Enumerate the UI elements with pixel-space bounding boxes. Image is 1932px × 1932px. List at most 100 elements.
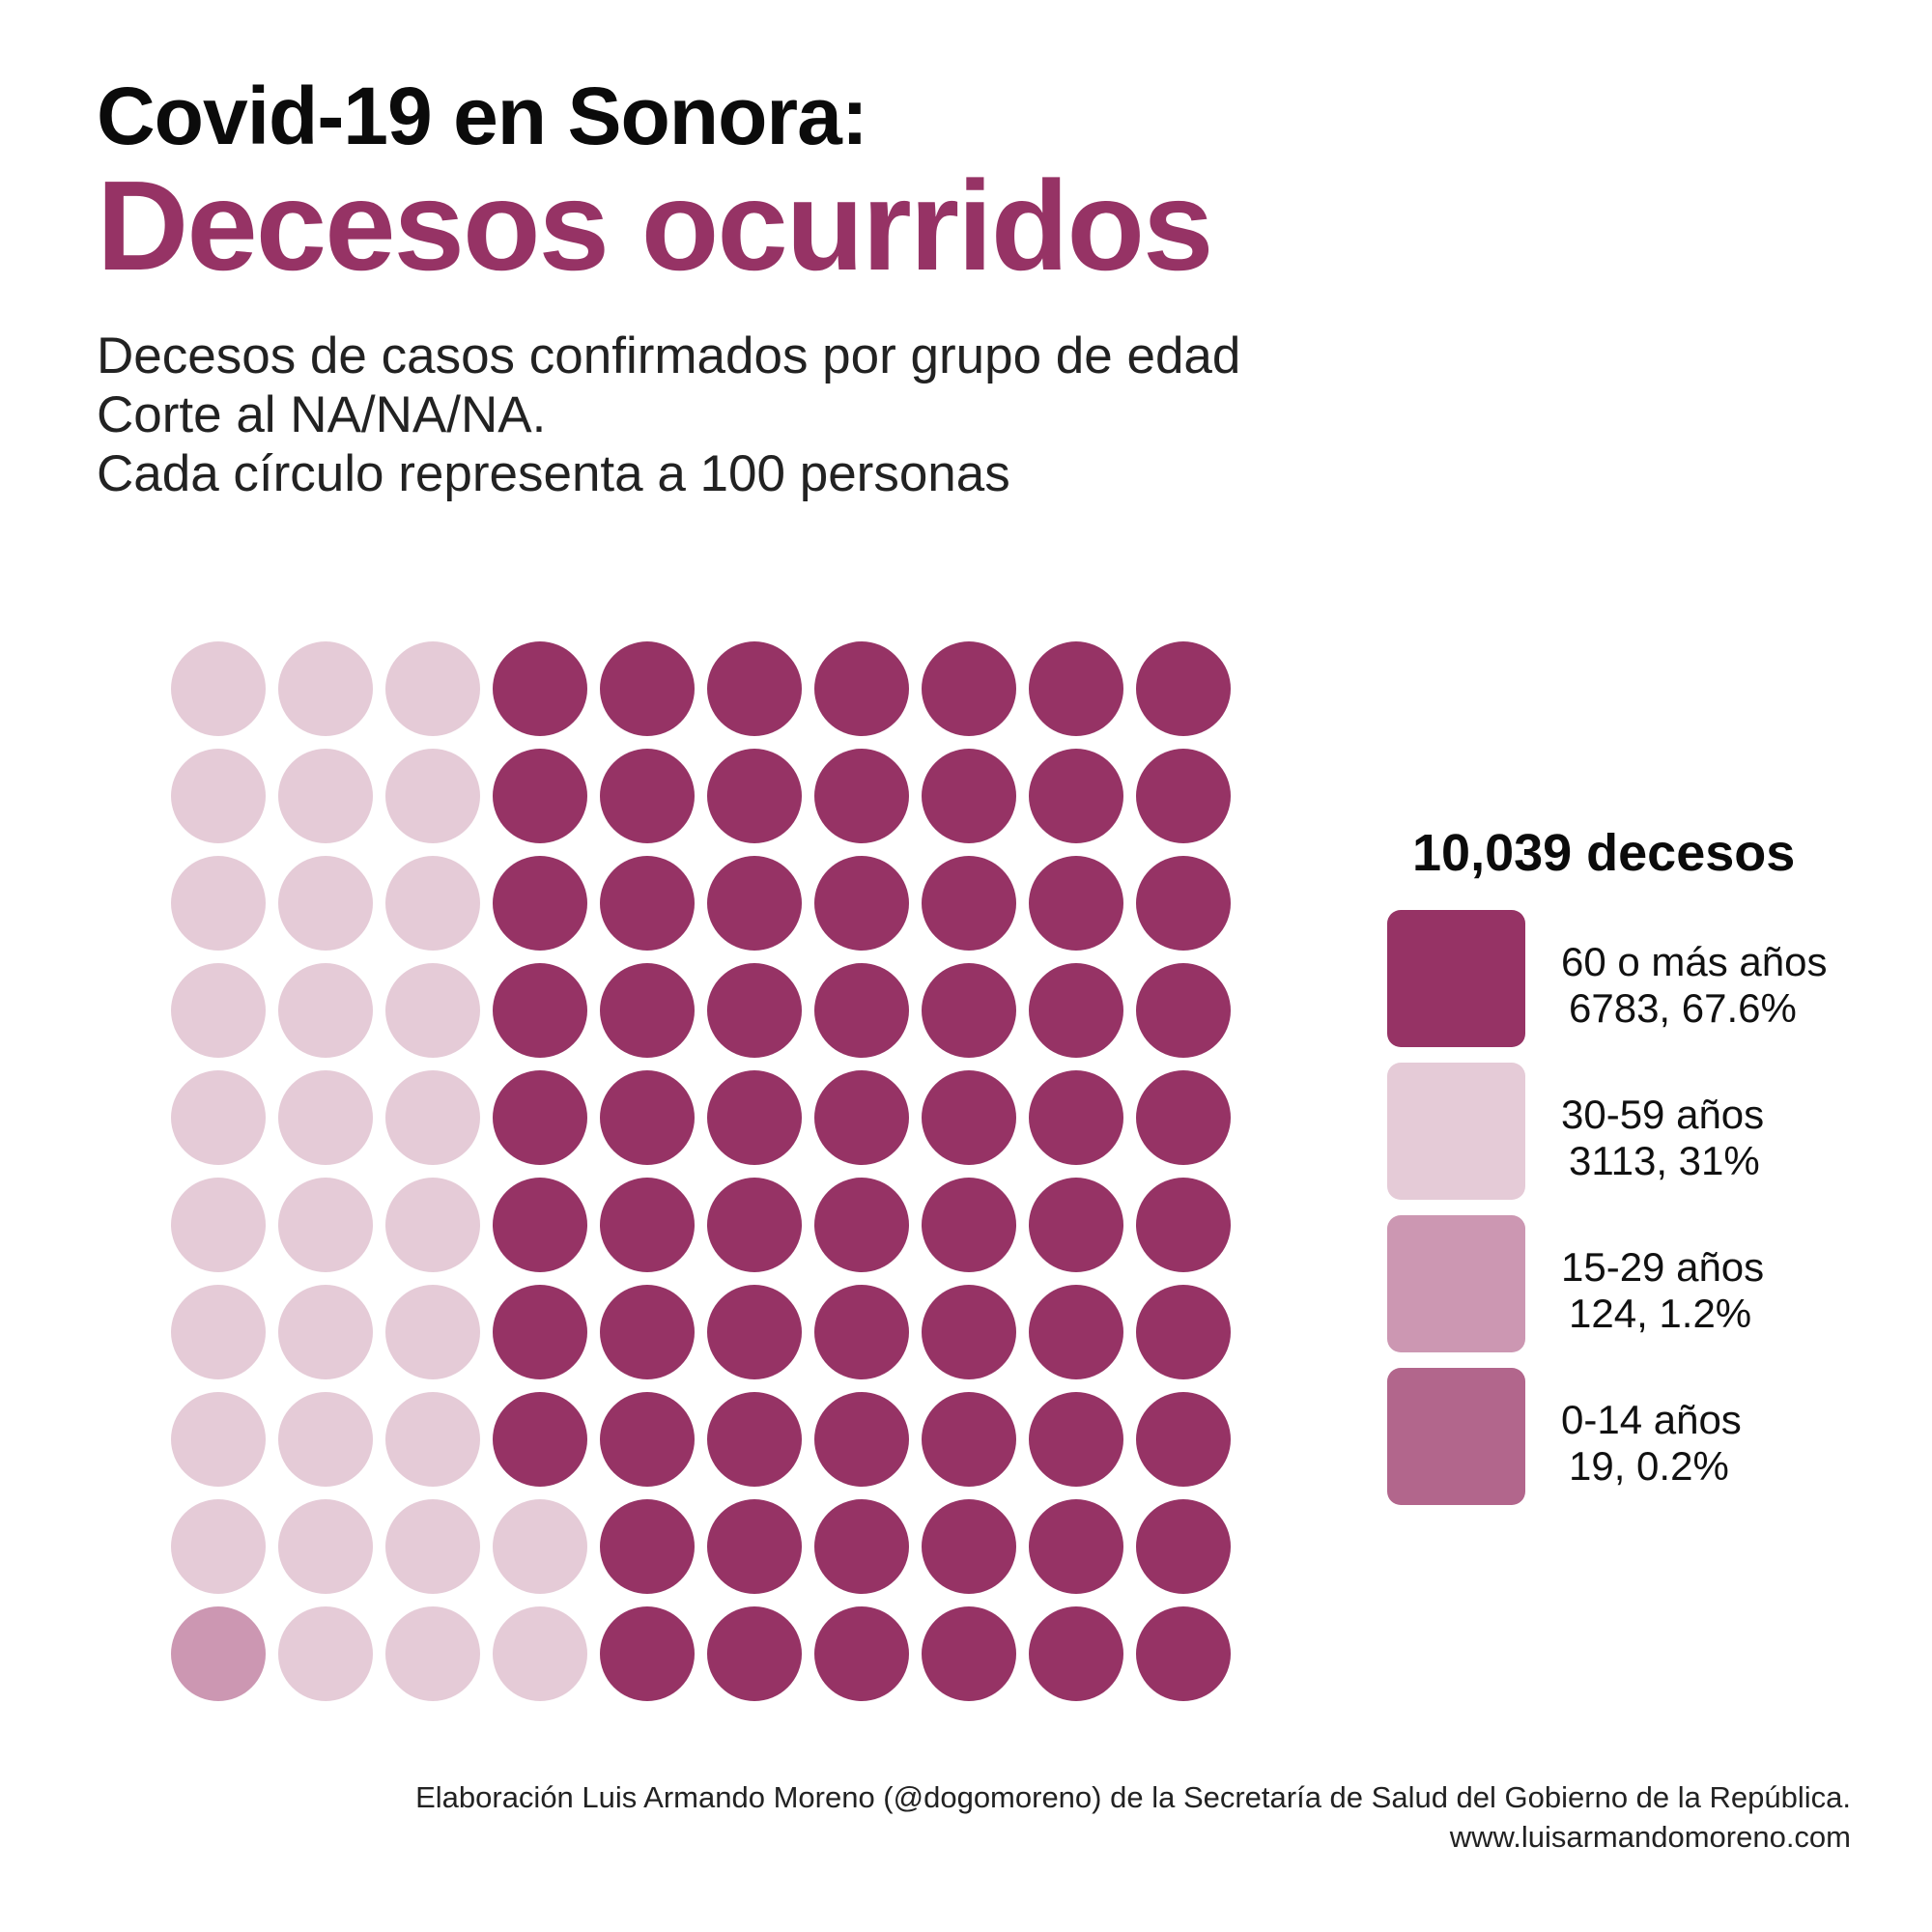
waffle-circle-30-59 — [493, 1499, 587, 1594]
waffle-circle-30-59 — [385, 856, 480, 951]
legend-swatch-0-14 — [1387, 1368, 1525, 1505]
waffle-circle-60-plus — [814, 856, 909, 951]
waffle-circle-30-59 — [278, 856, 373, 951]
legend-value-60-plus: 6783, 67.6% — [1569, 985, 1797, 1032]
waffle-circle-30-59 — [385, 1070, 480, 1165]
waffle-circle-60-plus — [707, 1178, 802, 1272]
waffle-circle-60-plus — [600, 1178, 695, 1272]
waffle-circle-60-plus — [922, 1392, 1016, 1487]
waffle-circle-60-plus — [922, 749, 1016, 843]
waffle-circle-30-59 — [171, 1499, 266, 1594]
credit-line: Elaboración Luis Armando Moreno (@dogomo… — [415, 1777, 1851, 1817]
waffle-circle-60-plus — [493, 963, 587, 1058]
waffle-circle-60-plus — [1029, 1070, 1123, 1165]
waffle-circle-60-plus — [1029, 1499, 1123, 1594]
waffle-circle-30-59 — [278, 1285, 373, 1379]
waffle-circle-30-59 — [171, 1392, 266, 1487]
waffle-circle-30-59 — [171, 641, 266, 736]
waffle-circle-60-plus — [814, 1285, 909, 1379]
waffle-circle-60-plus — [922, 1606, 1016, 1701]
waffle-circle-30-59 — [385, 1392, 480, 1487]
waffle-circle-30-59 — [385, 963, 480, 1058]
legend-label-15-29: 15-29 años — [1561, 1244, 1764, 1291]
waffle-circle-60-plus — [814, 1499, 909, 1594]
waffle-circle-30-59 — [385, 749, 480, 843]
legend-item-60-plus: 60 o más años 6783, 67.6% — [1387, 910, 1889, 1047]
waffle-circle-30-59 — [278, 1499, 373, 1594]
waffle-circle-60-plus — [600, 1392, 695, 1487]
waffle-circle-60-plus — [600, 1606, 695, 1701]
waffle-circle-60-plus — [922, 1499, 1016, 1594]
waffle-circle-60-plus — [814, 1178, 909, 1272]
waffle-circle-30-59 — [493, 1606, 587, 1701]
waffle-circle-60-plus — [707, 1285, 802, 1379]
waffle-circle-60-plus — [707, 1606, 802, 1701]
waffle-circle-30-59 — [278, 1070, 373, 1165]
legend-label-60-plus: 60 o más años — [1561, 939, 1828, 985]
waffle-circle-60-plus — [1029, 1178, 1123, 1272]
waffle-circle-60-plus — [814, 1070, 909, 1165]
waffle-circle-60-plus — [1136, 963, 1231, 1058]
waffle-circle-60-plus — [1136, 749, 1231, 843]
waffle-circle-60-plus — [600, 641, 695, 736]
waffle-circle-60-plus — [600, 1070, 695, 1165]
waffle-circle-60-plus — [814, 1392, 909, 1487]
waffle-circle-60-plus — [1136, 1178, 1231, 1272]
legend-swatch-60-plus — [1387, 910, 1525, 1047]
waffle-circle-60-plus — [814, 641, 909, 736]
waffle-circle-60-plus — [493, 749, 587, 843]
waffle-circle-60-plus — [1136, 1606, 1231, 1701]
waffle-circle-30-59 — [278, 641, 373, 736]
waffle-circle-30-59 — [171, 1285, 266, 1379]
waffle-circle-60-plus — [922, 1178, 1016, 1272]
waffle-circle-60-plus — [493, 856, 587, 951]
waffle-circle-30-59 — [385, 641, 480, 736]
waffle-circle-60-plus — [922, 641, 1016, 736]
legend-swatch-30-59 — [1387, 1063, 1525, 1200]
waffle-circle-60-plus — [707, 749, 802, 843]
waffle-circle-60-plus — [600, 963, 695, 1058]
waffle-circle-60-plus — [1136, 1499, 1231, 1594]
waffle-circle-30-59 — [385, 1499, 480, 1594]
waffle-circle-30-59 — [171, 1070, 266, 1165]
legend-item-0-14: 0-14 años 19, 0.2% — [1387, 1368, 1889, 1505]
waffle-circle-60-plus — [814, 1606, 909, 1701]
waffle-circle-30-59 — [171, 856, 266, 951]
waffle-circle-60-plus — [600, 1285, 695, 1379]
waffle-circle-30-59 — [278, 963, 373, 1058]
waffle-circle-60-plus — [1029, 856, 1123, 951]
legend-value-0-14: 19, 0.2% — [1569, 1443, 1729, 1490]
waffle-circle-30-59 — [278, 1392, 373, 1487]
waffle-circle-30-59 — [171, 963, 266, 1058]
waffle-circle-60-plus — [1029, 963, 1123, 1058]
waffle-circle-60-plus — [707, 963, 802, 1058]
waffle-circle-60-plus — [922, 856, 1016, 951]
waffle-circle-60-plus — [1029, 641, 1123, 736]
waffle-circle-60-plus — [493, 1178, 587, 1272]
website-link[interactable]: www.luisarmandomoreno.com — [415, 1817, 1851, 1857]
waffle-circle-60-plus — [922, 963, 1016, 1058]
legend-label-30-59: 30-59 años — [1561, 1092, 1764, 1138]
waffle-circle-30-59 — [278, 1606, 373, 1701]
waffle-circle-60-plus — [493, 641, 587, 736]
waffle-circle-60-plus — [1136, 1392, 1231, 1487]
waffle-circle-60-plus — [707, 1392, 802, 1487]
waffle-circle-60-plus — [493, 1392, 587, 1487]
waffle-circle-60-plus — [600, 1499, 695, 1594]
waffle-circle-60-plus — [707, 1499, 802, 1594]
waffle-circle-30-59 — [385, 1285, 480, 1379]
waffle-circle-60-plus — [600, 749, 695, 843]
waffle-circle-60-plus — [493, 1070, 587, 1165]
legend-item-30-59: 30-59 años 3113, 31% — [1387, 1063, 1889, 1200]
legend-value-30-59: 3113, 31% — [1569, 1138, 1760, 1184]
waffle-circle-60-plus — [1136, 641, 1231, 736]
waffle-circle-30-59 — [278, 1178, 373, 1272]
waffle-circle-60-plus — [1136, 856, 1231, 951]
waffle-circle-60-plus — [1029, 749, 1123, 843]
waffle-circle-15-29 — [171, 1606, 266, 1701]
waffle-circle-60-plus — [1136, 1070, 1231, 1165]
waffle-circle-30-59 — [171, 749, 266, 843]
waffle-circle-60-plus — [814, 963, 909, 1058]
waffle-circle-60-plus — [1029, 1392, 1123, 1487]
legend-total: 10,039 decesos — [1412, 823, 1799, 883]
